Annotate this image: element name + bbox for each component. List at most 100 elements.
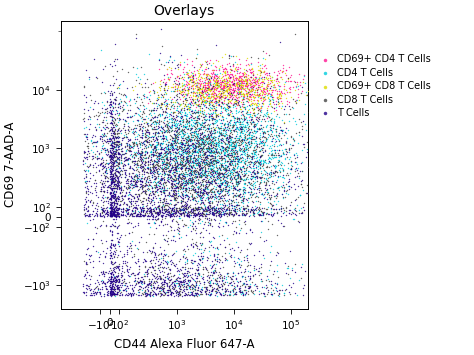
T Cells — [191, 284, 199, 290]
CD8 T Cells — [229, 140, 237, 145]
T Cells — [174, 161, 182, 166]
CD69+ CD8 T Cells — [240, 69, 248, 75]
CD8 T Cells — [196, 165, 204, 171]
CD4 T Cells — [233, 182, 240, 187]
CD69+ CD4 T Cells — [211, 95, 219, 100]
CD69+ CD8 T Cells — [194, 76, 201, 82]
T Cells — [155, 156, 163, 162]
CD4 T Cells — [238, 158, 246, 163]
CD8 T Cells — [250, 159, 258, 165]
CD69+ CD4 T Cells — [247, 70, 255, 76]
T Cells — [166, 192, 173, 198]
T Cells — [96, 214, 103, 219]
CD69+ CD8 T Cells — [248, 66, 256, 71]
T Cells — [155, 222, 163, 228]
CD4 T Cells — [194, 198, 201, 204]
CD8 T Cells — [247, 74, 255, 80]
T Cells — [108, 284, 116, 290]
T Cells — [161, 193, 169, 199]
CD69+ CD4 T Cells — [257, 95, 264, 101]
T Cells — [100, 183, 107, 189]
T Cells — [118, 209, 126, 214]
CD8 T Cells — [131, 173, 139, 178]
T Cells — [160, 232, 167, 237]
CD4 T Cells — [256, 139, 264, 144]
T Cells — [134, 271, 142, 277]
T Cells — [237, 173, 244, 179]
CD69+ CD4 T Cells — [220, 95, 228, 100]
CD4 T Cells — [231, 176, 238, 181]
T Cells — [177, 178, 185, 184]
CD8 T Cells — [151, 152, 159, 158]
CD8 T Cells — [156, 163, 164, 168]
CD8 T Cells — [187, 163, 195, 169]
CD4 T Cells — [232, 119, 240, 125]
T Cells — [242, 278, 249, 284]
CD8 T Cells — [235, 192, 243, 198]
CD4 T Cells — [174, 172, 182, 178]
CD69+ CD8 T Cells — [234, 76, 241, 82]
CD4 T Cells — [228, 171, 236, 176]
CD4 T Cells — [136, 113, 143, 118]
CD69+ CD8 T Cells — [212, 80, 219, 86]
T Cells — [165, 208, 173, 214]
CD8 T Cells — [213, 258, 220, 264]
CD8 T Cells — [238, 137, 246, 143]
CD8 T Cells — [107, 166, 115, 172]
T Cells — [275, 287, 283, 293]
CD69+ CD8 T Cells — [164, 75, 172, 81]
T Cells — [101, 147, 109, 153]
T Cells — [158, 214, 166, 219]
CD8 T Cells — [225, 212, 232, 217]
T Cells — [146, 192, 153, 198]
CD69+ CD8 T Cells — [185, 86, 192, 91]
CD4 T Cells — [255, 140, 263, 146]
CD4 T Cells — [99, 143, 106, 148]
T Cells — [158, 268, 166, 273]
T Cells — [149, 276, 156, 282]
T Cells — [122, 213, 130, 218]
CD4 T Cells — [184, 90, 192, 96]
T Cells — [125, 170, 132, 175]
T Cells — [182, 199, 189, 204]
CD69+ CD4 T Cells — [243, 80, 250, 86]
T Cells — [97, 286, 104, 292]
CD8 T Cells — [215, 165, 222, 170]
T Cells — [172, 166, 179, 172]
CD69+ CD4 T Cells — [262, 91, 269, 97]
T Cells — [128, 285, 136, 291]
CD4 T Cells — [268, 136, 276, 142]
CD8 T Cells — [250, 84, 257, 90]
CD4 T Cells — [244, 111, 252, 116]
CD8 T Cells — [214, 159, 221, 165]
CD8 T Cells — [241, 180, 249, 186]
T Cells — [118, 148, 126, 154]
T Cells — [207, 291, 215, 297]
T Cells — [173, 209, 180, 214]
CD4 T Cells — [154, 265, 162, 271]
CD8 T Cells — [191, 197, 199, 203]
CD4 T Cells — [230, 142, 238, 148]
CD8 T Cells — [243, 140, 250, 146]
CD4 T Cells — [193, 184, 201, 190]
CD8 T Cells — [230, 158, 238, 164]
T Cells — [201, 206, 209, 211]
CD4 T Cells — [164, 144, 172, 149]
CD4 T Cells — [194, 171, 202, 177]
CD4 T Cells — [137, 115, 145, 120]
T Cells — [168, 137, 176, 143]
CD69+ CD4 T Cells — [260, 70, 268, 75]
CD69+ CD4 T Cells — [275, 83, 283, 89]
T Cells — [156, 188, 164, 193]
T Cells — [134, 198, 141, 203]
CD8 T Cells — [143, 139, 151, 144]
CD8 T Cells — [243, 142, 250, 148]
T Cells — [207, 283, 214, 288]
T Cells — [240, 212, 247, 217]
CD8 T Cells — [255, 205, 263, 211]
CD4 T Cells — [190, 176, 197, 182]
T Cells — [174, 136, 182, 142]
CD4 T Cells — [206, 80, 214, 86]
CD8 T Cells — [154, 96, 162, 102]
T Cells — [108, 207, 115, 213]
